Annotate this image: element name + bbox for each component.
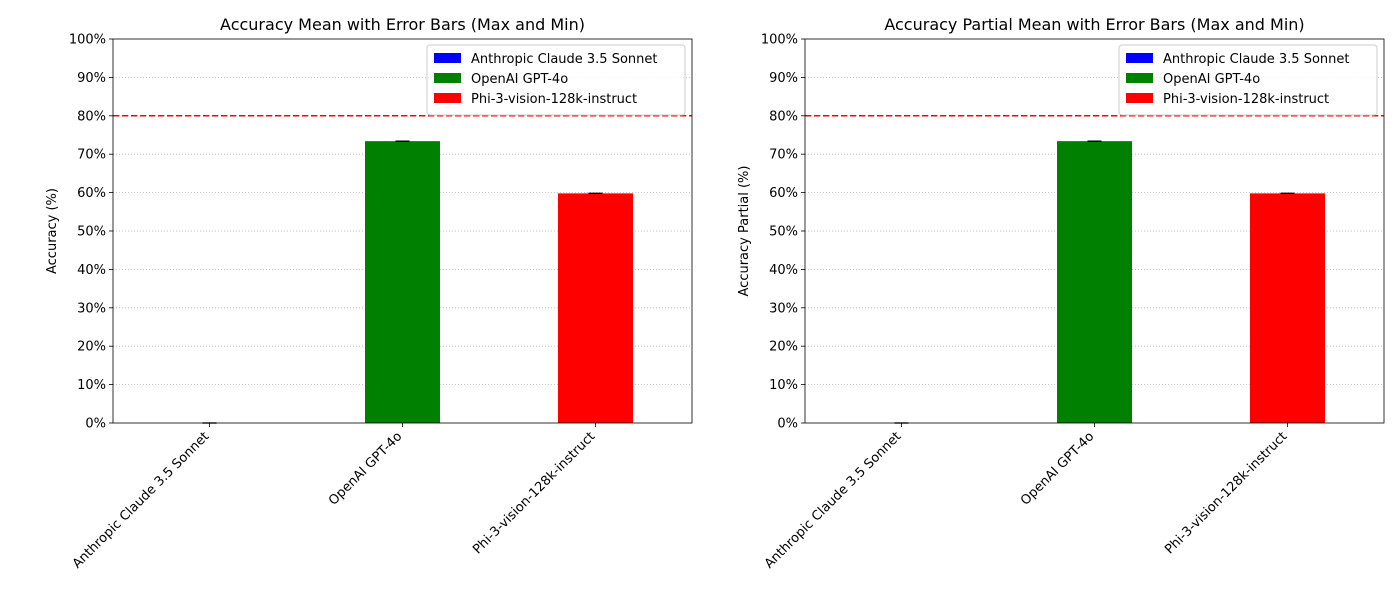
y-tick-label: 0% (85, 417, 106, 432)
y-tick-label: 90% (769, 71, 798, 86)
x-tick-label: Phi-3-vision-128k-instruct (1162, 429, 1290, 557)
bar-2 (365, 141, 440, 424)
x-tick-label: OpenAI GPT-4o (1018, 429, 1097, 508)
legend-label: Phi-3-vision-128k-instruct (471, 92, 637, 107)
legend-label: OpenAI GPT-4o (471, 72, 568, 87)
y-tick-label: 50% (77, 225, 106, 240)
y-tick-label: 10% (769, 378, 798, 393)
y-tick-label: 50% (769, 225, 798, 240)
chart-panel-1: 0% 10% 20% 30% 40% 50% 60% 70% 80% 90% 100% Anthrop… (45, 15, 693, 572)
x-tick-label: Anthropic Claude 3.5 Sonnet (762, 429, 904, 571)
legend-label: Anthropic Claude 3.5 Sonnet (471, 52, 658, 67)
y-tick-label: 30% (77, 301, 106, 316)
y-tick-label: 80% (769, 109, 798, 124)
bar-3 (1250, 193, 1325, 423)
y-tick-label: 40% (769, 263, 798, 278)
legend-swatch (434, 93, 461, 103)
y-tick-label: 90% (77, 71, 106, 86)
legend-swatch (1126, 93, 1153, 103)
legend-swatch (1126, 53, 1153, 63)
y-axis-label: Accuracy (%) (45, 188, 60, 274)
y-tick-label: 0% (777, 417, 798, 432)
y-tick-label: 60% (77, 186, 106, 201)
legend-label: OpenAI GPT-4o (1163, 72, 1260, 87)
x-tick-label: Anthropic Claude 3.5 Sonnet (70, 429, 212, 571)
legend-box (1118, 44, 1378, 116)
bar-3 (558, 193, 633, 423)
y-tick-label: 100% (761, 33, 798, 48)
chart-title: Accuracy Mean with Error Bars (Max and M… (220, 15, 585, 34)
y-tick-label: 20% (77, 340, 106, 355)
y-tick-label: 80% (77, 109, 106, 124)
y-tick-label: 70% (769, 148, 798, 163)
y-tick-label: 40% (77, 263, 106, 278)
legend-swatch (434, 73, 461, 83)
x-tick-label: OpenAI GPT-4o (326, 429, 405, 508)
legend-swatch (434, 53, 461, 63)
chart-title: Accuracy Partial Mean with Error Bars (M… (884, 15, 1304, 34)
y-tick-label: 30% (769, 301, 798, 316)
legend: Anthropic Claude 3.5 Sonnet OpenAI GPT-4o… (1118, 44, 1378, 116)
bar-2 (1057, 141, 1132, 424)
y-tick-label: 70% (77, 148, 106, 163)
y-axis-label: Accuracy Partial (%) (737, 166, 752, 297)
y-tick-label: 20% (769, 340, 798, 355)
legend: Anthropic Claude 3.5 Sonnet OpenAI GPT-4o… (426, 44, 686, 116)
x-tick-label: Phi-3-vision-128k-instruct (470, 429, 598, 557)
legend-swatch (1126, 73, 1153, 83)
legend-box (426, 44, 686, 116)
y-tick-label: 10% (77, 378, 106, 393)
y-tick-label: 60% (769, 186, 798, 201)
legend-label: Anthropic Claude 3.5 Sonnet (1163, 52, 1350, 67)
y-tick-label: 100% (69, 33, 106, 48)
legend-label: Phi-3-vision-128k-instruct (1163, 92, 1329, 107)
chart-panel-2: 0% 10% 20% 30% 40% 50% 60% 70% 80% 90% 100% Anthrop… (737, 15, 1385, 572)
